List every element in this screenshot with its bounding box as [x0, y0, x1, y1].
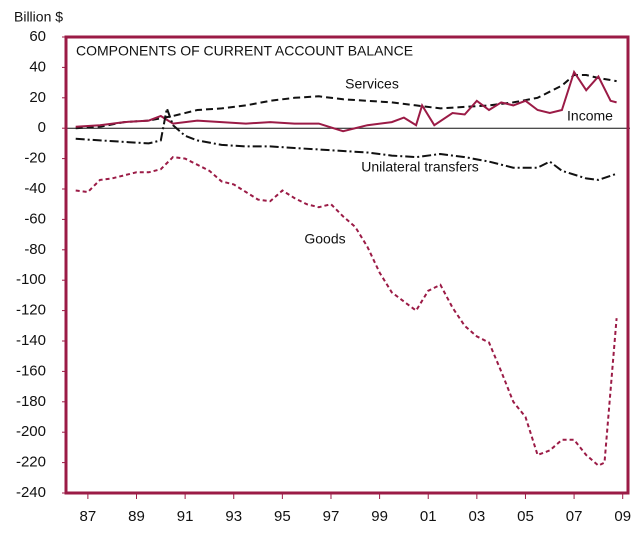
series-label: Unilateral transfers: [361, 159, 479, 175]
series-line: [75, 156, 618, 467]
x-tick-label: 95: [274, 508, 291, 525]
y-tick-label: -60: [24, 210, 46, 227]
x-tick-label: 93: [225, 508, 242, 525]
x-tick-label: 03: [469, 508, 486, 525]
y-tick-label: -140: [16, 332, 46, 349]
x-tick-label: 05: [517, 508, 534, 525]
y-tick-label: -120: [16, 302, 46, 319]
series-label: Services: [345, 76, 399, 92]
series-line: [75, 104, 617, 181]
x-tick-label: 09: [614, 508, 631, 525]
y-tick-label: -220: [16, 454, 46, 471]
x-tick-label: 97: [323, 508, 340, 525]
y-tick-label: -160: [16, 362, 46, 379]
y-axis-label: Billion $: [14, 9, 63, 25]
y-tick-label: 60: [29, 28, 46, 45]
series-line: [75, 69, 617, 133]
y-tick-label: -40: [24, 180, 46, 197]
y-tick-label: -200: [16, 423, 46, 440]
y-tick-label: -80: [24, 241, 46, 258]
x-tick-label: 87: [80, 508, 97, 525]
x-tick-label: 91: [177, 508, 194, 525]
x-tick-label: 01: [420, 508, 437, 525]
x-tick-label: 99: [371, 508, 388, 525]
y-tick-label: 0: [38, 119, 46, 136]
y-tick-label: -100: [16, 271, 46, 288]
x-tick-label: 89: [128, 508, 145, 525]
y-tick-label: -240: [16, 484, 46, 501]
y-tick-label: -180: [16, 393, 46, 410]
series-label: Goods: [304, 231, 345, 247]
chart-title: COMPONENTS OF CURRENT ACCOUNT BALANCE: [76, 43, 413, 59]
y-tick-label: 20: [29, 89, 46, 106]
x-tick-label: 07: [566, 508, 583, 525]
y-tick-label: -20: [24, 150, 46, 167]
y-tick-label: 40: [29, 58, 46, 75]
series-label: Income: [567, 108, 613, 124]
plot-frame: [64, 35, 630, 495]
